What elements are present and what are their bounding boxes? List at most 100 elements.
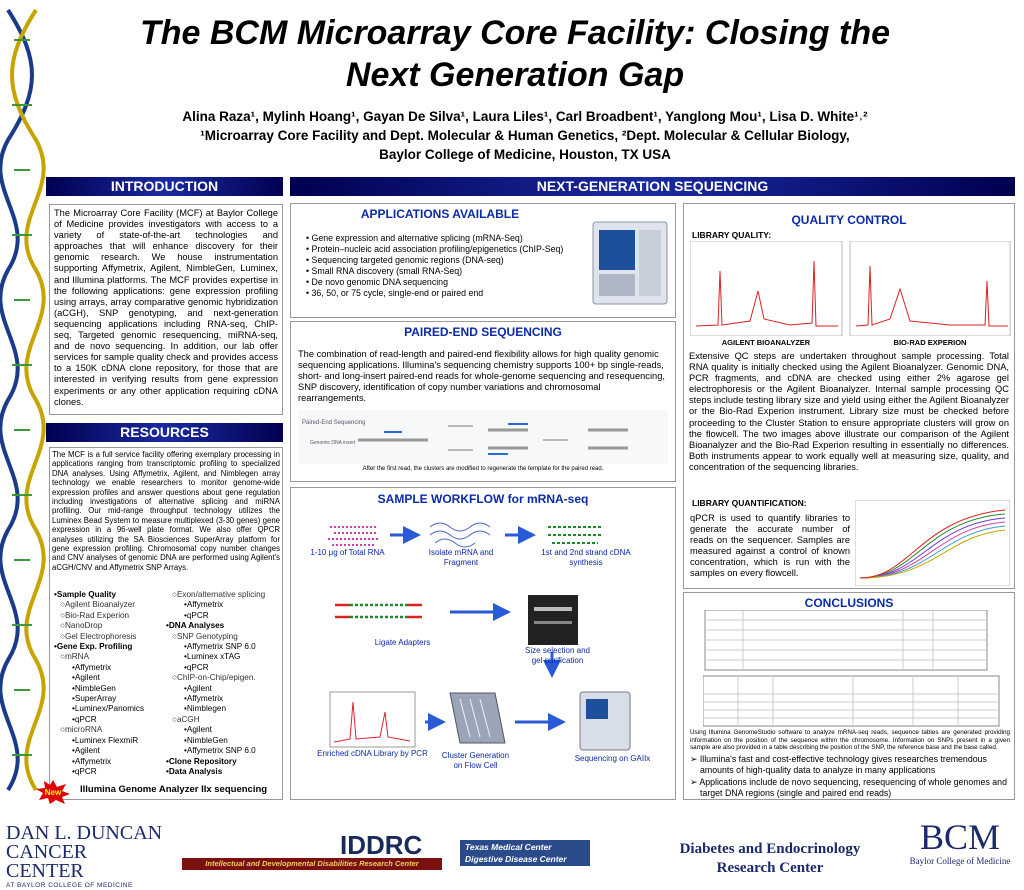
conclusion-item: ➢ Applications include de novo sequencin… bbox=[690, 777, 1007, 798]
figure-title: Paired-End Sequencing bbox=[302, 420, 365, 426]
figure-label: BIO-RAD EXPERION bbox=[893, 338, 967, 347]
section-heading: INTRODUCTION bbox=[46, 177, 283, 196]
resource-item: ○Bio-Rad Experion bbox=[60, 610, 130, 620]
resource-item: •Agilent bbox=[184, 725, 212, 735]
logo-text: Baylor College of Medicine bbox=[909, 856, 1011, 866]
conclusion-item: ➢ Illumina's fast and cost-effective tec… bbox=[690, 754, 987, 775]
diabetes-logo: Diabetes and Endocrinology Research Cent… bbox=[650, 840, 890, 878]
paired-end-text: The combination of read-length and paire… bbox=[298, 349, 665, 404]
bcm-logo: BCM Baylor College of Medicine bbox=[905, 818, 1015, 866]
resource-item: ○NanoDrop bbox=[60, 621, 103, 631]
workflow-figure bbox=[328, 522, 631, 751]
helix-rungs bbox=[12, 39, 32, 756]
subheading: PAIRED-END SEQUENCING bbox=[404, 325, 562, 339]
subheading: QUALITY CONTROL bbox=[791, 213, 907, 227]
figure-label: AGILENT BIOANALYZER bbox=[721, 338, 811, 347]
application-item: • De novo genomic DNA sequencing bbox=[306, 277, 448, 287]
title: Next Generation Gap bbox=[345, 56, 685, 94]
resource-item: ○Agilent Bioanalyzer bbox=[60, 600, 136, 610]
resource-item: •qPCR bbox=[184, 610, 209, 620]
application-text: Protein–nucleic acid association profili… bbox=[311, 244, 564, 254]
resource-item: •NimbleGen bbox=[72, 683, 116, 693]
application-text: 36, 50, or 75 cycle, single-end or paire… bbox=[311, 288, 484, 298]
resource-item: •Data Analysis bbox=[166, 766, 223, 776]
resource-item: ○Gel Electrophoresis bbox=[60, 631, 137, 641]
application-item: • Protein–nucleic acid association profi… bbox=[306, 244, 564, 254]
resource-item: •Agilent bbox=[72, 673, 100, 683]
conclusion-text: Applications include de novo sequencing,… bbox=[699, 777, 1007, 798]
resource-item: •Nimblegen bbox=[184, 704, 227, 714]
workflow-step-label: Enriched cDNA Library by PCR bbox=[317, 749, 428, 758]
conclusion-text: Illumina's fast and cost-effective techn… bbox=[699, 754, 987, 775]
resource-item: •Clone Repository bbox=[166, 756, 237, 766]
section-heading: RESOURCES bbox=[46, 423, 283, 442]
new-badge: New bbox=[36, 780, 70, 804]
resource-item: •Affymetrix bbox=[184, 600, 224, 610]
helix-strand bbox=[0, 8, 34, 792]
authors: Alina Raza¹, Mylinh Hoang¹, Gayan De Sil… bbox=[182, 109, 868, 124]
resource-item: •Luminex xTAG bbox=[184, 652, 241, 662]
resource-item: •Affymetrix SNP 6.0 bbox=[184, 642, 256, 652]
application-text: Sequencing targeted genomic regions (DNA… bbox=[311, 255, 504, 265]
logo-text: AT BAYLOR COLLEGE OF MEDICINE bbox=[6, 882, 133, 889]
resource-item: ○SNP Genotyping bbox=[172, 631, 238, 641]
resource-item: ○microRNA bbox=[60, 725, 103, 735]
resource-item: •Sample Quality bbox=[54, 590, 117, 599]
application-item: • 36, 50, or 75 cycle, single-end or pai… bbox=[306, 288, 484, 298]
intro-text: The Microarray Core Facility (MCF) at Ba… bbox=[49, 204, 283, 415]
subheading: CONCLUSIONS bbox=[804, 596, 894, 610]
new-item: Illumina Genome Analyzer IIx sequencing bbox=[80, 784, 268, 795]
workflow-step-label: Size selection and gel purification bbox=[525, 646, 590, 665]
label: LIBRARY QUALITY: bbox=[692, 230, 772, 240]
workflow-step-label: Ligate Adapters bbox=[374, 638, 431, 647]
quant-text: qPCR is used to quantify libraries to ge… bbox=[690, 513, 850, 579]
iddrc-logo: IDDRC bbox=[340, 830, 423, 860]
title: The BCM Microarray Core Facility: Closin… bbox=[139, 14, 891, 52]
application-item: • Gene expression and alternative splici… bbox=[306, 233, 523, 243]
resources-list: ○Exon/alternative splicing •Affymetrix •qP… bbox=[166, 590, 282, 777]
logo-text: Texas Medical Center bbox=[465, 842, 552, 852]
applications-list: • Gene expression and alternative splici… bbox=[298, 233, 596, 299]
logo-text: Research Center bbox=[716, 860, 824, 876]
conclusions-list: ➢ Illumina's fast and cost-effective tec… bbox=[690, 754, 1010, 800]
resource-item: •SuperArray bbox=[72, 694, 117, 704]
application-item: • Small RNA discovery (small RNA-Seq) bbox=[306, 266, 463, 276]
subheading: APPLICATIONS AVAILABLE bbox=[360, 207, 520, 221]
qpcr-plot bbox=[855, 500, 1010, 586]
resource-item: •Affymetrix SNP 6.0 bbox=[184, 746, 256, 756]
helix-strand bbox=[10, 8, 46, 792]
resource-item: •Luminex FlexmiR bbox=[72, 735, 139, 745]
resources-list: •Sample Quality ○Agilent Bioanalyzer ○Bio-… bbox=[54, 590, 164, 777]
logo-text: Diabetes and Endocrinology bbox=[679, 841, 861, 857]
qc-traces bbox=[690, 241, 1011, 336]
resource-item: •Luminex/Panomics bbox=[72, 704, 145, 714]
figure-label: Genomic DNA insert bbox=[310, 440, 356, 446]
workflow-step-label: Cluster Generation on Flow Cell bbox=[441, 751, 510, 770]
label: LIBRARY QUANTIFICATION: bbox=[692, 498, 807, 508]
resource-item: •Agilent bbox=[184, 683, 212, 693]
resource-item: •Affymetrix bbox=[72, 662, 112, 672]
sequencer-image bbox=[592, 221, 668, 305]
new-badge-text: New bbox=[45, 788, 62, 797]
resource-item: •qPCR bbox=[72, 714, 97, 724]
logo-text: DAN L. DUNCAN bbox=[6, 822, 163, 844]
application-item: • Sequencing targeted genomic regions (D… bbox=[306, 255, 504, 265]
paired-end-figure: Paired-End Sequencing Genomic DNA insert bbox=[298, 410, 668, 464]
resource-item: ○aCGH bbox=[172, 714, 200, 724]
figure-caption: After the first read, the clusters are m… bbox=[362, 466, 604, 472]
affiliation: Baylor College of Medicine, Houston, TX … bbox=[379, 147, 671, 162]
logo-text: BCM bbox=[919, 817, 1001, 857]
logo-text: Digestive Disease Center bbox=[465, 854, 567, 864]
resource-item: •qPCR bbox=[72, 766, 97, 776]
resource-item: •DNA Analyses bbox=[166, 621, 225, 631]
application-text: De novo genomic DNA sequencing bbox=[311, 277, 448, 287]
affiliation: ¹Microarray Core Facility and Dept. Mole… bbox=[200, 128, 850, 143]
workflow-step-label: Isolate mRNA and Fragment bbox=[428, 548, 494, 567]
resource-item: ○mRNA bbox=[60, 652, 90, 662]
workflow-step-label: Sequencing on GAIIx bbox=[574, 754, 651, 763]
resource-item: •Agilent bbox=[72, 746, 100, 756]
application-text: Gene expression and alternative splicing… bbox=[311, 233, 523, 243]
section-heading: NEXT-GENERATION SEQUENCING bbox=[290, 177, 1015, 196]
resources-text: The MCF is a full service facility offer… bbox=[52, 450, 280, 572]
